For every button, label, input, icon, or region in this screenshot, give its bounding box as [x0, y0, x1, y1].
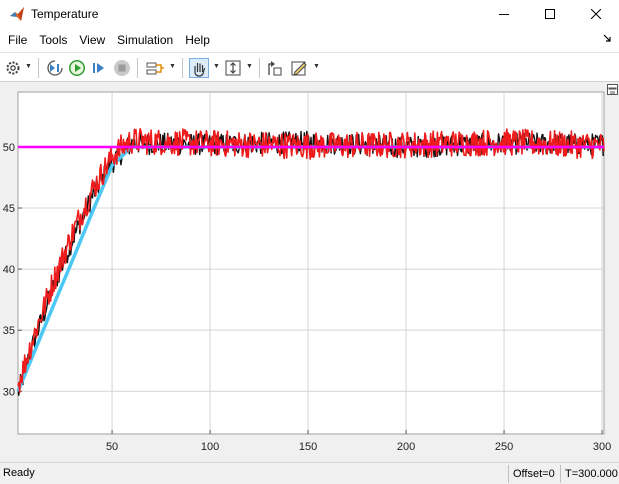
toolbar-separator	[38, 58, 39, 78]
signal-selection-dropdown-icon[interactable]: ▼	[169, 63, 176, 70]
toolbar-separator	[259, 58, 260, 78]
signal-select-icon	[146, 62, 164, 75]
step-forward-button[interactable]	[90, 58, 108, 78]
menu-simulation[interactable]: Simulation	[117, 33, 174, 47]
toolbar: ▼ ▼	[0, 52, 619, 82]
title-bar: Temperature	[0, 0, 619, 28]
zoom-axes-icon	[225, 60, 241, 76]
maximize-button[interactable]	[527, 0, 573, 28]
temperature-chart[interactable]: 50 100 150 200 250 300 30 35 40 45 50	[0, 82, 619, 460]
style-dropdown-icon[interactable]: ▼	[313, 63, 320, 70]
pan-dropdown-icon[interactable]: ▼	[213, 63, 220, 70]
step-back-button[interactable]	[46, 58, 64, 78]
configuration-button[interactable]	[4, 58, 22, 78]
undock-button[interactable]	[607, 84, 618, 95]
minimize-button[interactable]	[481, 0, 527, 28]
signal-selection-button[interactable]	[144, 58, 166, 78]
y-tick-label: 40	[3, 264, 15, 276]
zoom-axes-button[interactable]	[223, 58, 243, 78]
y-tick-label: 50	[3, 142, 15, 154]
pan-icon	[189, 58, 209, 78]
status-offset: Offset=0	[508, 465, 560, 483]
menu-file[interactable]: File	[8, 33, 28, 47]
stop-button[interactable]	[113, 58, 131, 78]
pan-button[interactable]	[188, 58, 210, 78]
menu-view[interactable]: View	[79, 33, 106, 47]
close-icon	[591, 9, 601, 19]
undock-icon	[608, 87, 617, 95]
menu-help[interactable]: Help	[185, 33, 210, 47]
step-back-icon	[47, 60, 63, 76]
stop-icon	[114, 60, 130, 76]
menu-bar: File Tools View Simulation Help	[0, 28, 619, 52]
x-tick-label: 100	[201, 441, 219, 453]
run-button[interactable]	[68, 58, 86, 78]
y-tick-label: 35	[3, 325, 15, 337]
zoom-dropdown-icon[interactable]: ▼	[246, 63, 253, 70]
close-button[interactable]	[573, 0, 619, 28]
style-icon	[291, 61, 307, 76]
window-title: Temperature	[31, 7, 99, 21]
x-tick-label: 150	[299, 441, 317, 453]
gear-icon	[6, 61, 20, 75]
minimize-icon	[499, 14, 509, 15]
x-tick-label: 300	[593, 441, 611, 453]
status-bar: Ready Offset=0 T=300.000	[0, 462, 619, 484]
status-time: T=300.000	[560, 465, 619, 483]
y-tick-label: 45	[3, 203, 15, 215]
toolbar-separator	[137, 58, 138, 78]
configuration-dropdown-icon[interactable]: ▼	[25, 63, 32, 70]
dock-arrow-icon[interactable]	[603, 33, 613, 43]
x-tick-label: 50	[106, 441, 118, 453]
x-tick-label: 250	[495, 441, 513, 453]
toolbar-separator	[182, 58, 183, 78]
style-button[interactable]	[289, 58, 309, 78]
restore-view-button[interactable]	[265, 58, 285, 78]
series-line-measured_red	[17, 128, 605, 394]
scope-plot-area: 50 100 150 200 250 300 30 35 40 45 50	[0, 82, 619, 460]
status-ready-text: Ready	[3, 467, 35, 479]
y-tick-label: 30	[3, 386, 15, 398]
matlab-logo-icon	[10, 7, 24, 21]
restore-view-icon	[268, 61, 282, 76]
maximize-icon	[545, 9, 555, 19]
step-forward-icon	[93, 63, 104, 73]
run-icon	[69, 60, 85, 76]
menu-tools[interactable]: Tools	[39, 33, 68, 47]
x-tick-label: 200	[397, 441, 415, 453]
